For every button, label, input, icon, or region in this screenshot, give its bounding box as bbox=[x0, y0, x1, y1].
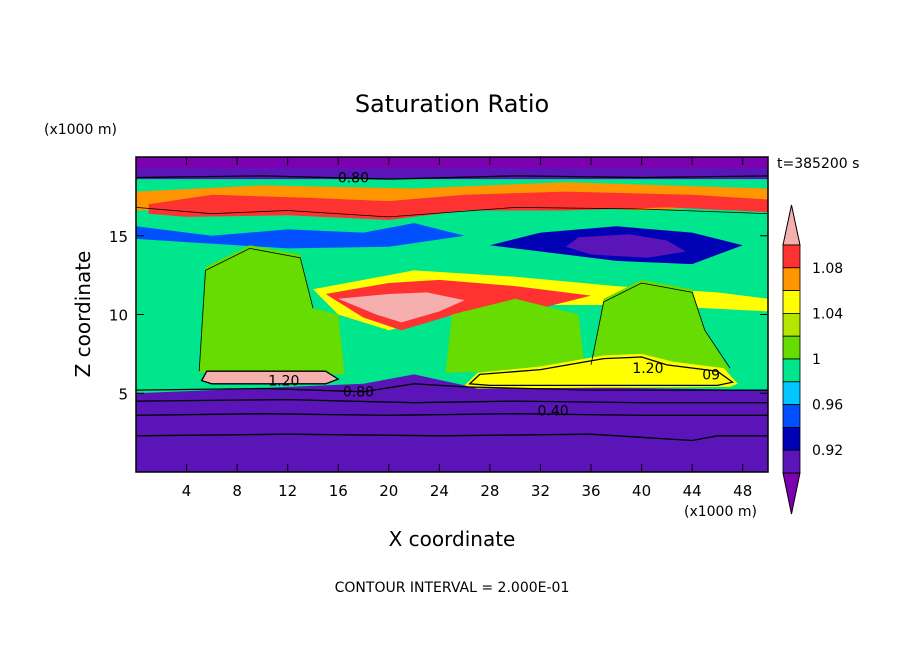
region-upper-orange bbox=[148, 191, 768, 220]
x-tick-label: 20 bbox=[379, 482, 398, 500]
contour-label: 1.20 bbox=[268, 374, 299, 390]
colorbar-label: 0.96 bbox=[812, 398, 843, 414]
region-mid-pink-core bbox=[338, 292, 465, 323]
x-tick-label: 24 bbox=[430, 482, 449, 500]
contour-line bbox=[136, 398, 768, 404]
colorbar bbox=[782, 204, 801, 515]
contour-line bbox=[136, 383, 768, 393]
contour-line bbox=[136, 206, 768, 218]
colorbar-top-arrow bbox=[782, 204, 801, 246]
x-tick-label: 36 bbox=[581, 482, 600, 500]
colorbar-labels: 0.92 0.96 1 1.04 1.08 bbox=[812, 261, 843, 459]
colorbar-box bbox=[782, 381, 801, 405]
colorbar-label: 1.08 bbox=[812, 261, 843, 277]
contour-label: 1.20 bbox=[632, 361, 663, 377]
colorbar-box bbox=[782, 244, 801, 269]
contour-lines bbox=[136, 175, 768, 442]
colorbar-bottom-arrow bbox=[782, 472, 801, 515]
heatmap-fill bbox=[136, 157, 768, 472]
colorbar-box bbox=[782, 449, 801, 474]
chart-title: Saturation Ratio bbox=[355, 90, 549, 118]
x-axis-label: X coordinate bbox=[389, 527, 516, 551]
contour-label: 0.40 bbox=[538, 404, 569, 420]
y-axis-unit: (x1000 m) bbox=[44, 122, 117, 138]
region-green-plume-left bbox=[199, 245, 345, 375]
colorbar-box bbox=[782, 312, 801, 337]
region-green-plume-mid bbox=[445, 298, 585, 373]
colorbar-label: 1 bbox=[812, 352, 821, 368]
x-tick-label: 8 bbox=[232, 482, 242, 500]
y-tick-label: 10 bbox=[109, 307, 128, 325]
colorbar-label: 1.04 bbox=[812, 306, 843, 322]
colorbar-label: 0.92 bbox=[812, 443, 843, 459]
colorbar-box bbox=[782, 404, 801, 428]
contour-label: 0.80 bbox=[343, 385, 374, 401]
region-low-layer bbox=[136, 374, 768, 472]
region-upper-top-band2 bbox=[136, 157, 768, 168]
contour-label: 0.80 bbox=[338, 170, 369, 186]
y-axis-ticks: 5 10 15 bbox=[109, 228, 768, 403]
contour-line bbox=[590, 282, 731, 369]
x-tick-label: 40 bbox=[632, 482, 651, 500]
contour-line bbox=[198, 247, 314, 372]
contour-labels: 0.80 1.20 0.80 0.40 1.20 09 bbox=[268, 170, 720, 419]
region-lower-cloud-left bbox=[201, 371, 339, 384]
region-dry-patch-core bbox=[565, 234, 686, 258]
colorbar-box bbox=[782, 290, 801, 314]
contour-line bbox=[136, 433, 768, 442]
x-tick-label: 4 bbox=[182, 482, 192, 500]
region-blue-band-left bbox=[136, 223, 465, 249]
colorbar-box bbox=[782, 426, 801, 451]
y-axis-label: Z coordinate bbox=[71, 251, 95, 378]
colorbar-box bbox=[782, 267, 801, 291]
colorbar-box bbox=[782, 358, 801, 383]
x-tick-label: 48 bbox=[733, 482, 752, 500]
contour-label: 09 bbox=[702, 367, 720, 383]
y-tick-label: 15 bbox=[109, 228, 128, 246]
x-tick-label: 44 bbox=[683, 482, 702, 500]
x-tick-label: 12 bbox=[278, 482, 297, 500]
x-axis-ticks: 4 8 12 16 20 24 28 32 36 40 44 48 bbox=[182, 157, 752, 500]
contour-line bbox=[200, 370, 340, 385]
region-lower-edge-yellow bbox=[464, 353, 738, 389]
contour-line bbox=[468, 356, 735, 387]
x-tick-label: 28 bbox=[480, 482, 499, 500]
x-axis-unit: (x1000 m) bbox=[684, 504, 757, 520]
contour-line bbox=[136, 413, 768, 416]
y-tick-label: 5 bbox=[118, 385, 128, 403]
x-tick-label: 32 bbox=[531, 482, 550, 500]
time-label: t=385200 s bbox=[777, 156, 859, 172]
colorbar-box bbox=[782, 335, 801, 360]
x-tick-label: 16 bbox=[329, 482, 348, 500]
contour-line bbox=[136, 175, 768, 180]
contour-interval-footer: CONTOUR INTERVAL = 2.000E-01 bbox=[335, 580, 570, 596]
